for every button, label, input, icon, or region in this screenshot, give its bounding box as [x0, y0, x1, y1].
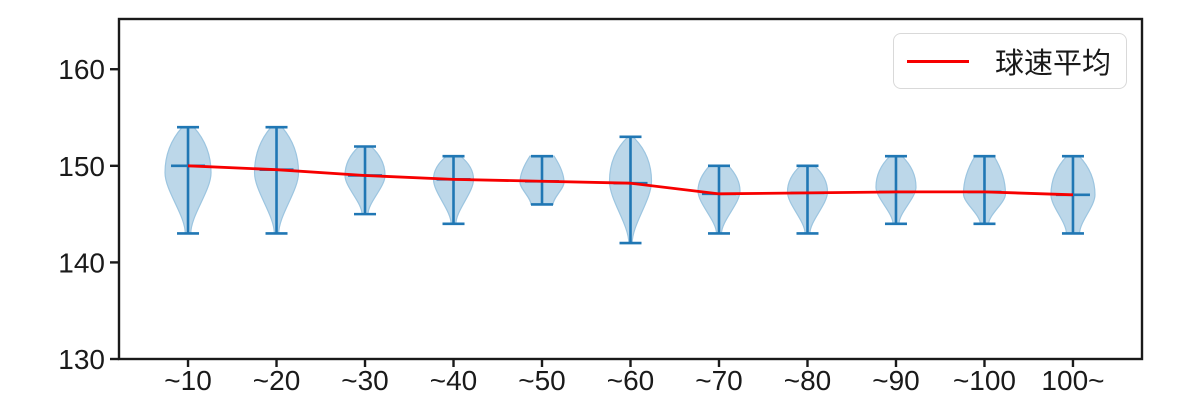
x-tick-label: ~50 — [518, 365, 566, 396]
x-tick-label: ~80 — [784, 365, 832, 396]
x-tick-label: ~20 — [253, 365, 301, 396]
y-tick-label: 150 — [58, 151, 105, 182]
x-tick-label: ~40 — [430, 365, 478, 396]
legend: 球速平均 — [893, 33, 1127, 89]
legend-label: 球速平均 — [995, 48, 1112, 80]
y-tick-label: 160 — [58, 54, 105, 85]
x-tick-label: ~30 — [341, 365, 389, 396]
x-tick-label: ~90 — [872, 365, 920, 396]
y-tick-label: 140 — [58, 247, 105, 278]
x-tick-label: ~60 — [607, 365, 655, 396]
legend-line-sample — [907, 59, 969, 63]
x-tick-label: ~70 — [695, 365, 743, 396]
y-tick-label: 130 — [58, 344, 105, 375]
x-tick-label: ~10 — [164, 365, 212, 396]
mean-line — [187, 164, 1074, 197]
x-tick-label: 100~ — [1041, 365, 1104, 396]
x-tick-label: ~100 — [953, 365, 1016, 396]
